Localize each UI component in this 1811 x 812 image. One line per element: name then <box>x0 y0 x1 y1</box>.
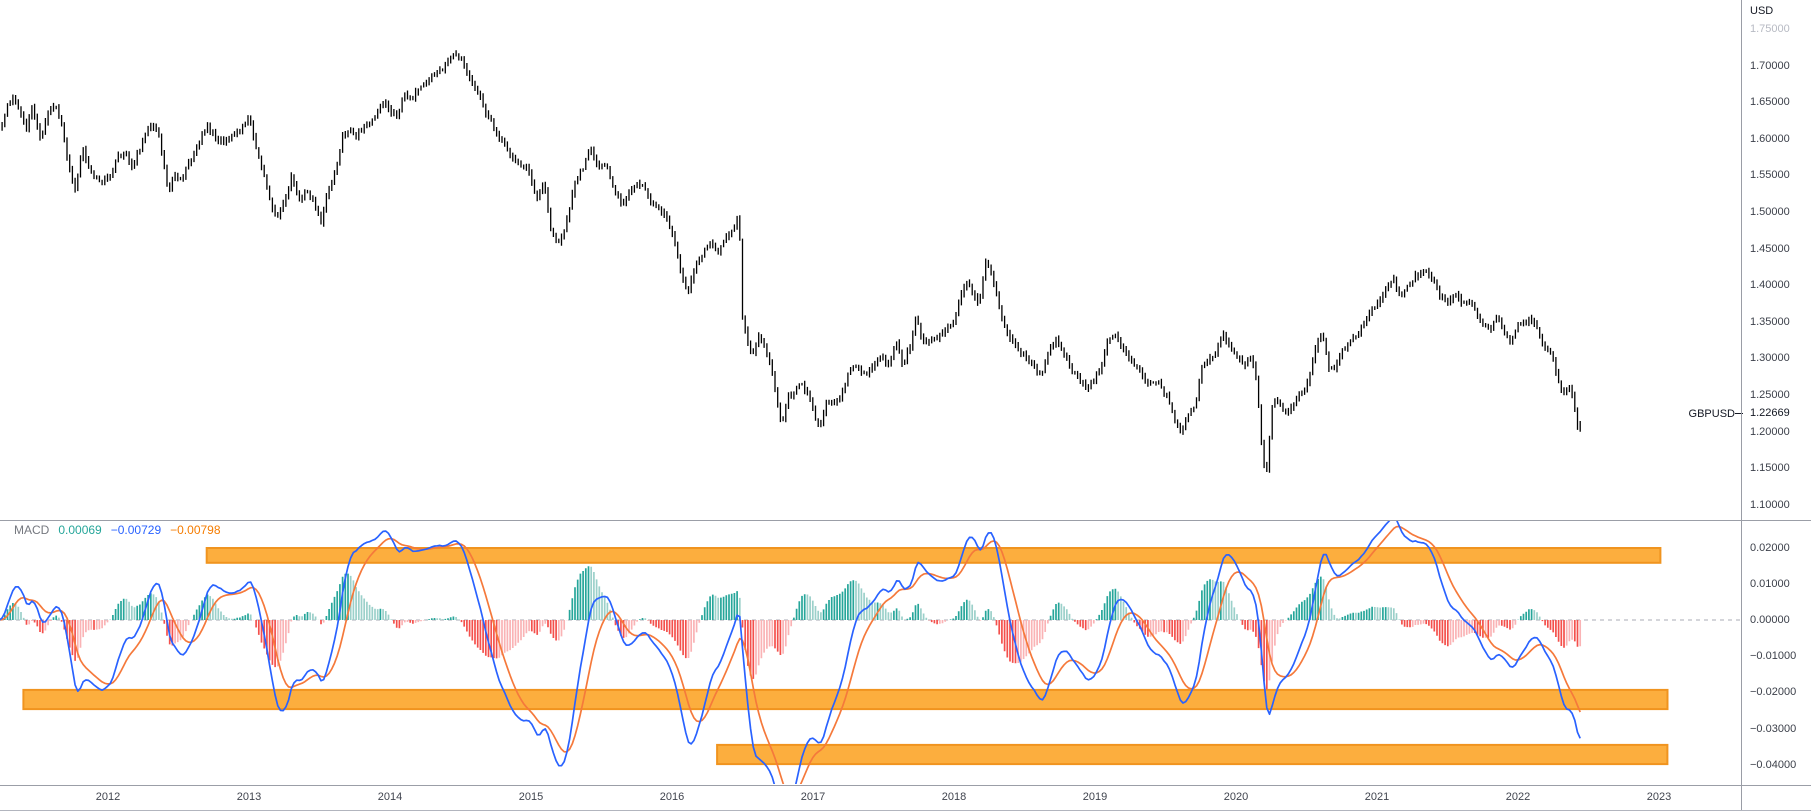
last-price-label: 1.22669 <box>1750 407 1790 419</box>
time-axis-year-label: 2023 <box>1646 791 1672 803</box>
price-axis-tick: 1.35000 <box>1750 316 1790 328</box>
macd-histogram-nf <box>25 620 1579 690</box>
macd-highlight-box[interactable] <box>205 547 1662 564</box>
price-axis-tick: 1.65000 <box>1750 96 1790 108</box>
time-axis-year-label: 2020 <box>1223 791 1249 803</box>
macd-axis-tick: 0.01000 <box>1750 578 1790 590</box>
price-axis-tick: 1.30000 <box>1750 352 1790 364</box>
macd-signal-line <box>0 525 1581 784</box>
price-scale-border <box>1741 0 1742 810</box>
macd-axis-tick: −0.01000 <box>1750 650 1797 662</box>
macd-histogram-pf <box>14 566 1541 620</box>
time-axis-year-label: 2021 <box>1364 791 1390 803</box>
time-axis-year-label: 2019 <box>1082 791 1108 803</box>
price-macd-separator[interactable] <box>0 520 1811 521</box>
price-axis-tick: 1.40000 <box>1750 279 1790 291</box>
macd-axis-tick: 0.00000 <box>1750 614 1790 626</box>
macd-axis-tick: 0.02000 <box>1750 542 1790 554</box>
indicator-histogram-value: 0.00069 <box>58 523 102 537</box>
price-axis-tick: 1.15000 <box>1750 462 1790 474</box>
chart-canvas[interactable] <box>0 0 1741 812</box>
chart-bottom-border <box>0 810 1811 811</box>
time-axis-year-label: 2013 <box>236 791 262 803</box>
time-axis-year-label: 2022 <box>1505 791 1531 803</box>
price-axis-tick: 1.45000 <box>1750 243 1790 255</box>
price-axis-tick: 1.60000 <box>1750 133 1790 145</box>
time-axis-separator <box>0 785 1811 786</box>
last-price-tick-icon <box>1735 413 1743 414</box>
macd-axis-tick: −0.02000 <box>1750 686 1797 698</box>
indicator-legend[interactable]: MACD 0.00069 −0.00729 −0.00798 <box>14 522 221 538</box>
price-axis-tick: 1.25000 <box>1750 389 1790 401</box>
time-axis-year-label: 2016 <box>659 791 685 803</box>
price-axis-tick: 1.20000 <box>1750 426 1790 438</box>
indicator-name: MACD <box>14 523 50 537</box>
price-axis-tick: 1.75000 <box>1750 23 1790 35</box>
time-axis-year-label: 2015 <box>518 791 544 803</box>
time-axis-year-label: 2018 <box>941 791 967 803</box>
macd-line <box>0 521 1581 784</box>
price-series-path <box>1 50 1581 473</box>
price-axis-tick: 1.55000 <box>1750 169 1790 181</box>
macd-histogram-pg <box>1 566 1533 620</box>
price-axis-currency-label: USD <box>1750 5 1774 17</box>
macd-axis-tick: −0.03000 <box>1750 723 1797 735</box>
macd-axis-tick: −0.04000 <box>1750 759 1797 771</box>
price-axis-tick: 1.50000 <box>1750 206 1790 218</box>
indicator-signal-value: −0.00798 <box>170 523 221 537</box>
price-axis-tick: 1.70000 <box>1750 60 1790 72</box>
price-axis-tick: 1.10000 <box>1750 499 1790 511</box>
symbol-label: GBPUSD <box>1688 408 1735 420</box>
time-axis-year-label: 2012 <box>95 791 121 803</box>
indicator-macd-value: −0.00729 <box>110 523 162 537</box>
time-axis-year-label: 2017 <box>800 791 826 803</box>
macd-histogram-nr <box>28 620 1582 681</box>
macd-highlight-box[interactable] <box>716 743 1669 766</box>
time-axis-year-label: 2014 <box>377 791 403 803</box>
